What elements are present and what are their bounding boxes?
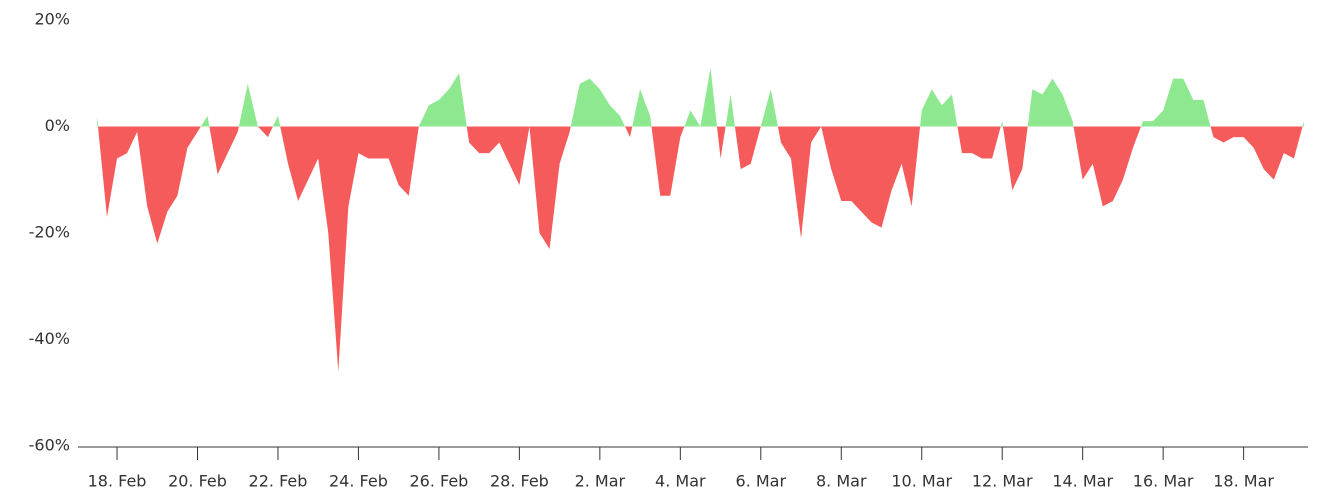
- y-tick-label: -60%: [29, 436, 70, 455]
- x-tick-label: 16. Mar: [1133, 472, 1194, 491]
- x-tick-label: 8. Mar: [816, 472, 867, 491]
- x-tick-label: 22. Feb: [249, 472, 308, 491]
- x-tick-label: 14. Mar: [1052, 472, 1113, 491]
- x-tick-label: 18. Mar: [1213, 472, 1274, 491]
- x-tick-label: 2. Mar: [575, 472, 626, 491]
- y-tick-label: -40%: [29, 329, 70, 348]
- x-tick-label: 10. Mar: [891, 472, 952, 491]
- x-tick-label: 18. Feb: [88, 472, 147, 491]
- x-tick-label: 6. Mar: [736, 472, 787, 491]
- x-tick-label: 12. Mar: [972, 472, 1033, 491]
- x-tick-label: 26. Feb: [409, 472, 468, 491]
- x-tick-label: 28. Feb: [490, 472, 549, 491]
- y-tick-label: 20%: [34, 10, 70, 29]
- x-tick-label: 20. Feb: [168, 472, 227, 491]
- area: [96, 67, 1304, 372]
- y-tick-label: 0%: [45, 116, 70, 135]
- x-tick-label: 4. Mar: [655, 472, 706, 491]
- y-tick-label: -20%: [29, 223, 70, 242]
- x-tick-label: 24. Feb: [329, 472, 388, 491]
